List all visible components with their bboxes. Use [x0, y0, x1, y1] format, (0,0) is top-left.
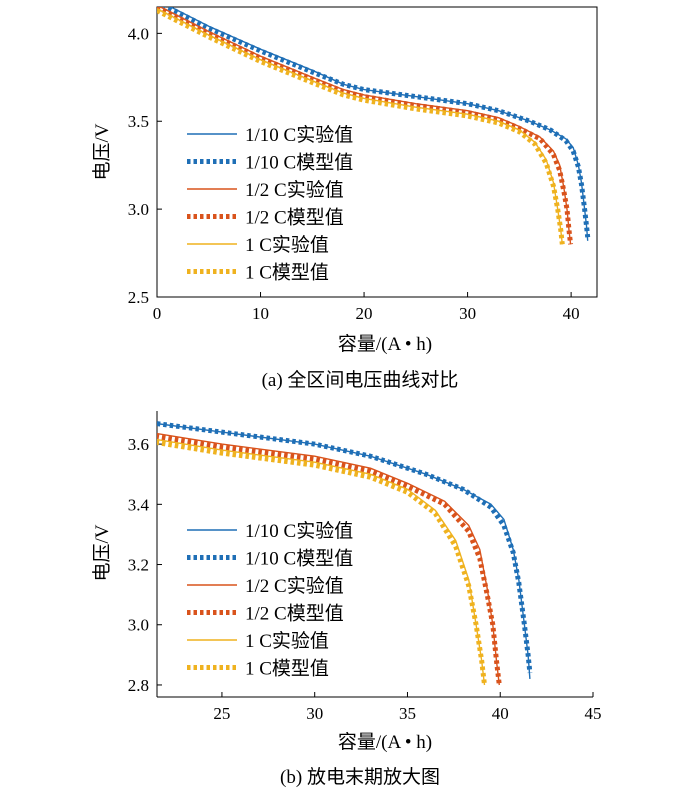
series-group-a — [157, 7, 591, 245]
y-tick-label: 3.4 — [128, 495, 150, 514]
x-tick-label: 40 — [563, 304, 580, 323]
ticks-b: 25 30 35 40 45 2.8 3.0 3.2 3.4 3.6 — [128, 435, 602, 723]
x-tick-label: 40 — [492, 704, 509, 723]
y-tick-label: 2.5 — [128, 288, 149, 307]
x-tick-label: 0 — [153, 304, 162, 323]
legend-label: 1 C模型值 — [245, 658, 329, 680]
legend-label: 1/2 C实验值 — [245, 179, 344, 201]
x-axis-label-b: 容量/(A • h) — [338, 731, 432, 753]
x-tick-label: 45 — [585, 704, 602, 723]
series-line-5 — [157, 438, 486, 686]
x-tick-label: 30 — [459, 304, 476, 323]
chart-b: 25 30 35 40 452.83.03.23.43.6 1/10 C实验值1/10 … — [91, 411, 602, 788]
series-line-4 — [157, 434, 502, 686]
legend-label: 1/10 C模型值 — [245, 548, 353, 570]
y-tick-label: 2.8 — [128, 676, 149, 695]
y-tick-label: 4.0 — [128, 24, 149, 43]
caption-b: (b) 放电末期放大图 — [280, 766, 440, 788]
y-tick-label: 3.6 — [128, 435, 149, 454]
plot-frame-a — [156, 6, 598, 298]
y-tick-label: 3.5 — [128, 112, 149, 131]
series-line-3 — [157, 432, 500, 686]
caption-a: (a) 全区间电压曲线对比 — [262, 369, 459, 391]
series-group-b — [157, 421, 533, 686]
legend-label: 1/2 C模型值 — [245, 207, 344, 229]
y-tick-label: 3.0 — [128, 200, 149, 219]
y-axis-label-a: 电压/V — [91, 123, 113, 180]
x-tick-label: 35 — [399, 704, 416, 723]
ticks-a: 0 10 20 30 40 2.5 3.0 3.5 4.0 — [128, 24, 580, 323]
y-tick-label: 3.2 — [128, 556, 149, 575]
series-line-6 — [157, 440, 487, 686]
legend-a: 1/10 C实验值 1/10 C模型值 1/2 C实验值 1/2 C模型值 1 C实验值… — [187, 124, 353, 284]
chart-a: 0 10 20 30 40 2.5 3.0 3.5 4.0 1/10 C实验值 1/10 C模型值… — [91, 6, 598, 391]
y-tick-label: 3.0 — [128, 616, 149, 635]
series-line-6 — [157, 8, 565, 245]
y-axis-label-b: 电压/V — [91, 524, 113, 581]
legend-label: 1 C实验值 — [245, 630, 329, 652]
x-tick-label: 30 — [306, 704, 323, 723]
legend-label: 1/2 C模型值 — [245, 603, 344, 625]
series-line-2 — [157, 421, 533, 674]
legend-label: 1/10 C模型值 — [245, 152, 353, 174]
legend-label: 1/10 C实验值 — [245, 520, 353, 542]
x-tick-label: 20 — [356, 304, 373, 323]
x-tick-label: 10 — [252, 304, 269, 323]
legend-label: 1/10 C实验值 — [245, 124, 353, 146]
legend-label: 1 C实验值 — [245, 234, 329, 256]
x-axis-label-a: 容量/(A • h) — [338, 333, 432, 355]
legend-b: 1/10 C实验值 1/10 C模型值 1/2 C实验值 1/2 C模型值 1 C实验值… — [187, 520, 353, 680]
x-tick-label: 25 — [213, 704, 230, 723]
legend-label: 1/2 C实验值 — [245, 575, 344, 597]
series-line-4 — [157, 7, 574, 245]
legend-label: 1 C模型值 — [245, 262, 329, 284]
series-line-2 — [161, 7, 591, 238]
